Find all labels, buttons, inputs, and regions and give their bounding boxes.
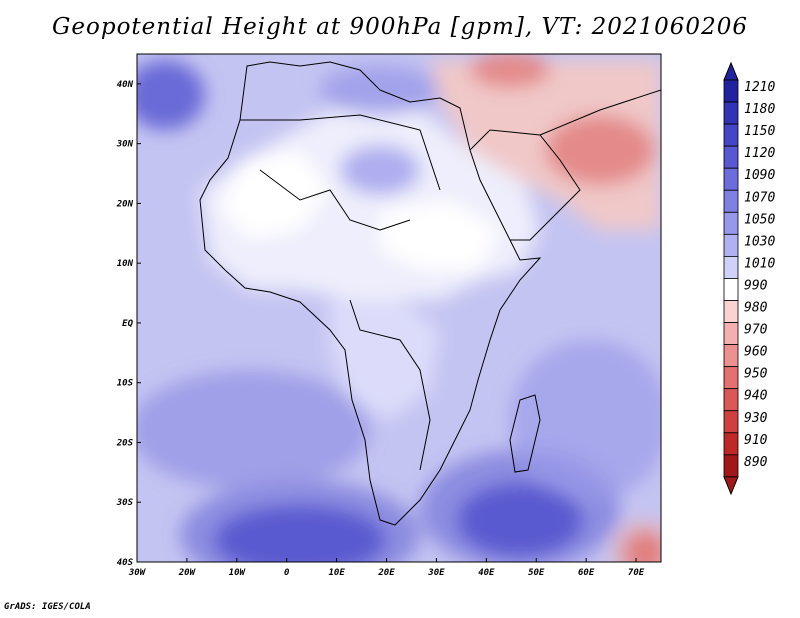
colorbar-swatch [723, 233, 739, 257]
lat-tick-label: 20S [116, 438, 134, 448]
lon-tick-label: 30W [128, 568, 147, 578]
lon-tick-label: 10W [229, 568, 247, 578]
colorbar-swatch [723, 101, 739, 125]
colorbar-label: 950 [744, 367, 768, 382]
colorbar-swatch [723, 211, 739, 235]
lat-tick-label: 40S [117, 558, 134, 568]
colorbar-swatch [723, 322, 739, 345]
lon-tick-label: 50E [528, 568, 545, 578]
colorbar-label: 1010 [744, 256, 775, 271]
lon-tick-label: 20E [377, 568, 395, 578]
colorbar-swatch [723, 167, 739, 191]
colorbar-bottom-arrow [723, 476, 739, 496]
colorbar-label: 960 [744, 345, 768, 360]
colorbar-label: 910 [744, 433, 768, 448]
colorbar-label: 940 [744, 389, 768, 404]
colorbar-swatch [723, 255, 739, 279]
height-field [137, 54, 661, 562]
colorbar-label: 1210 [744, 80, 775, 95]
lat-tick-label: 10N [117, 259, 134, 269]
colorbar-label: 1120 [744, 146, 775, 161]
colorbar-label: 930 [744, 411, 768, 426]
colorbar-swatch [723, 410, 739, 434]
lat-tick-label: 20N [116, 199, 134, 209]
colorbar-swatch [723, 300, 739, 323]
lon-tick-label: 70E [628, 568, 645, 578]
colorbar-label: 1050 [744, 212, 775, 227]
colorbar-swatch [723, 278, 739, 301]
colorbar-label: 1150 [744, 124, 775, 139]
lon-tick-label: 40E [478, 568, 495, 578]
lat-tick-label: 30N [116, 140, 134, 150]
credit-text: GrADS: IGES/COLA [4, 602, 91, 612]
colorbar-label: 1090 [744, 168, 775, 183]
colorbar-swatch [723, 189, 739, 213]
colorbar-top-arrow [723, 61, 739, 81]
lon-tick-label: 30E [427, 568, 445, 578]
lon-tick-label: 10E [328, 568, 345, 578]
lon-tick-label: 60E [578, 568, 595, 578]
colorbar-label: 890 [744, 455, 768, 470]
lat-tick-label: 10S [117, 379, 134, 389]
colorbar-label: 1180 [744, 102, 775, 117]
coastlines [199, 61, 661, 526]
latitude-axis: 40N 30N 20N 10N EQ 10S 20S 30S 40S [116, 80, 141, 568]
colorbar-swatch [723, 79, 739, 103]
colorbar-label: 970 [744, 323, 768, 338]
colorbar-swatch [723, 123, 739, 147]
lon-tick-label: 20W [178, 568, 197, 578]
colorbar-label: 990 [744, 278, 768, 293]
colorbar-label: 1030 [744, 234, 775, 249]
lat-tick-label: EQ [122, 319, 133, 329]
map-title: Geopotential Height at 900hPa [gpm], VT:… [52, 14, 748, 40]
colorbar-swatch [723, 344, 739, 368]
colorbar-swatch [723, 145, 739, 169]
lat-tick-label: 30S [116, 498, 134, 508]
map-frame [136, 53, 662, 563]
lat-tick-label: 40N [117, 80, 134, 90]
longitude-axis: 30W 20W 10W 0 10E 20E 30E 40E 50E 60E 70E [128, 558, 645, 578]
colorbar-swatch [723, 366, 739, 390]
colorbar: 1210 1180 1150 1120 1090 1070 1050 1030 1010 990 9… [723, 61, 775, 496]
colorbar-swatch [723, 432, 739, 456]
colorbar-label: 1070 [744, 190, 775, 205]
colorbar-swatch [723, 454, 739, 478]
colorbar-label: 980 [744, 301, 768, 316]
colorbar-swatch [723, 388, 739, 412]
lon-tick-label: 0 [284, 568, 290, 578]
